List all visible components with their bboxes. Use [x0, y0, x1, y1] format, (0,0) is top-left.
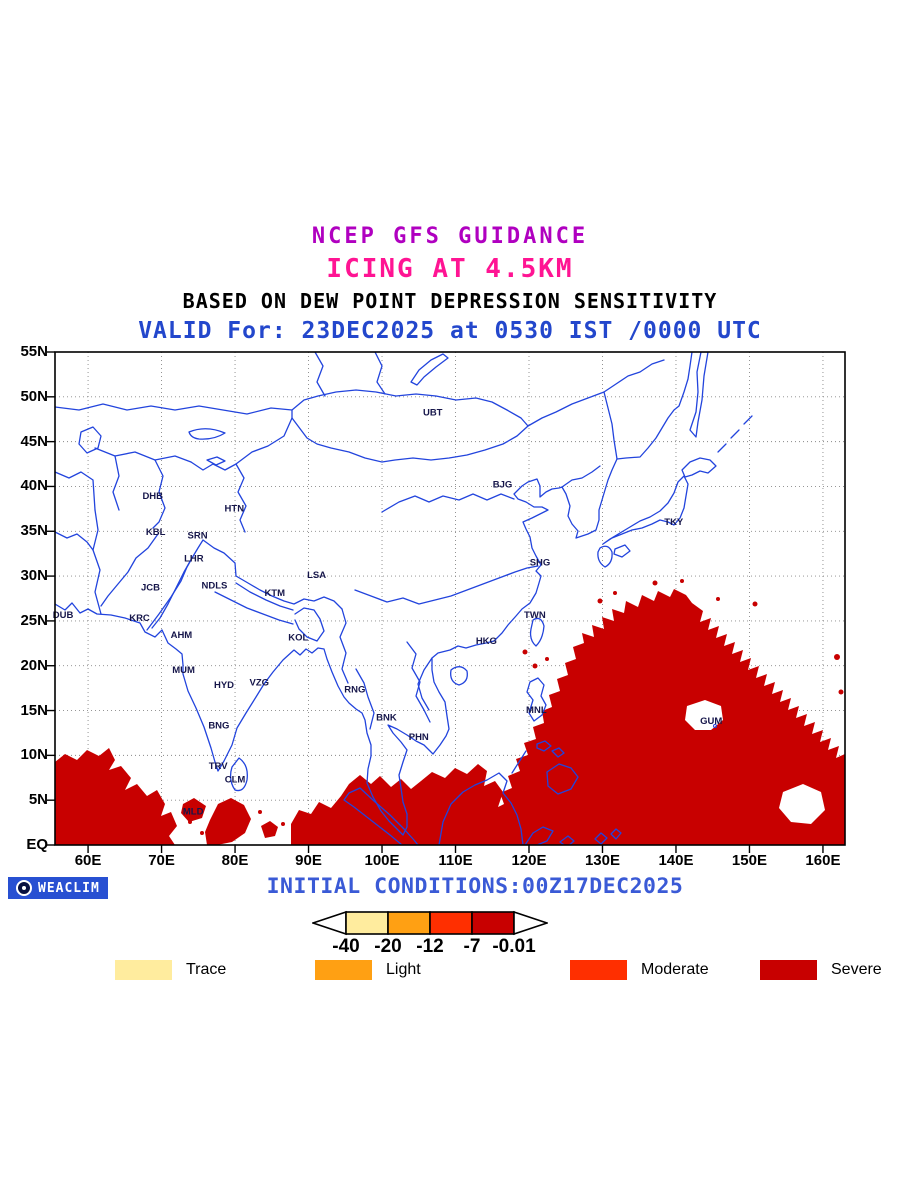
lon-tick-label: 150E [731, 852, 767, 869]
station-label-phn: PHN [409, 732, 429, 743]
lat-tick-label: 35N [20, 522, 48, 540]
colorbar-right-arrow [513, 910, 548, 936]
station-label-gum: GUM [700, 716, 722, 727]
station-label-twn: TWN [524, 610, 546, 621]
legend-item-moderate: Moderate [570, 960, 709, 980]
legend-label: Trace [186, 961, 227, 978]
initial-conditions-text: INITIAL CONDITIONS:00Z17DEC2025 [266, 874, 684, 899]
lat-tick-label: 25N [20, 611, 48, 629]
lat-tick-label: EQ [26, 836, 48, 853]
colorbar-tick-label: -0.01 [492, 936, 536, 957]
legend-label: Severe [831, 961, 882, 978]
colorbar-segment-severe [471, 911, 515, 935]
chart-title-product: ICING AT 4.5KM [326, 254, 574, 284]
station-label-krc: KRC [129, 613, 150, 624]
colorbar-tick-label: -20 [374, 936, 402, 957]
colorbar-labels: -40 -20 -12 -7 -0.01 [312, 936, 548, 958]
colorbar [312, 910, 548, 936]
station-label-kol: KOL [288, 633, 308, 644]
colorbar-tick-label: -40 [332, 936, 360, 957]
station-label-bnk: BNK [376, 712, 397, 723]
severe-icing-layer [55, 579, 845, 845]
lon-tick-label: 100E [364, 852, 400, 869]
lat-tick-label: 40N [20, 477, 48, 495]
lat-tick-label: 15N [20, 701, 48, 719]
colorbar-segment-light [387, 911, 431, 935]
station-label-ubt: UBT [423, 408, 443, 419]
station-label-jcb: JCB [141, 582, 160, 593]
station-label-tky: TKY [664, 517, 684, 528]
station-label-ndls: NDLS [202, 581, 228, 592]
weaclim-logo: WEACLIM [8, 877, 108, 899]
colorbar-segment-trace [345, 911, 389, 935]
colorbar-tick-label: -12 [416, 936, 444, 957]
lon-tick-label: 120E [511, 852, 547, 869]
colorbar-tick-label: -7 [463, 936, 481, 957]
weaclim-logo-text: WEACLIM [38, 880, 100, 896]
station-label-lhr: LHR [184, 554, 204, 565]
station-label-hyd: HYD [214, 680, 234, 691]
station-labels-layer: UBT BJG TKY SHG TWN HKG MNL GUM DHB HTN KBL SRN LHR J… [53, 408, 723, 818]
lon-tick-label: 90E [295, 852, 322, 869]
chart-title-method: BASED ON DEW POINT DEPRESSION SENSITIVIT… [182, 289, 718, 313]
station-label-hkg: HKG [476, 636, 497, 647]
chart-titles: NCEP GFS GUIDANCE ICING AT 4.5KM BASED O… [0, 224, 900, 344]
station-label-mnl: MNL [526, 705, 547, 716]
lat-tick-label: 10N [20, 746, 48, 764]
station-label-rng: RNG [344, 685, 365, 696]
colorbar-segment-moderate [429, 911, 473, 935]
icing-map: UBT BJG TKY SHG TWN HKG MNL GUM DHB HTN KBL SRN LHR J… [47, 351, 846, 853]
map-border [54, 351, 846, 846]
station-label-trv: TRV [209, 761, 228, 772]
weaclim-logo-icon [16, 880, 32, 896]
station-label-dhb: DHB [142, 491, 163, 502]
lat-tick-label: 45N [20, 432, 48, 450]
coastline-layer [55, 352, 753, 845]
chart-title-model: NCEP GFS GUIDANCE [311, 224, 589, 249]
white-gap-layer [685, 700, 825, 824]
lon-tick-label: 80E [221, 852, 249, 869]
lon-tick-label: 60E [74, 852, 102, 869]
station-label-mum: MUM [172, 665, 195, 676]
lon-tick-label: 160E [805, 852, 841, 869]
lat-tick-label: 20N [20, 656, 48, 674]
station-label-mld: MLD [183, 807, 204, 818]
axis-ticks [47, 351, 824, 853]
station-label-dub: DUB [53, 610, 74, 621]
station-label-shg: SHG [530, 557, 551, 568]
lon-tick-label: 110E [438, 852, 473, 869]
station-label-lsa: LSA [307, 570, 326, 581]
colorbar-left-arrow [312, 910, 347, 936]
lat-tick-label: 55N [20, 343, 48, 360]
legend-swatch-severe [760, 960, 817, 980]
station-label-bjg: BJG [493, 479, 513, 490]
legend-swatch-light [315, 960, 372, 980]
station-label-ktm: KTM [264, 588, 285, 599]
legend-swatch-moderate [570, 960, 627, 980]
station-label-htn: HTN [225, 504, 245, 515]
legend-label: Light [386, 961, 421, 978]
station-label-ahm: AHM [171, 630, 193, 641]
legend-item-trace: Trace [115, 960, 226, 980]
lat-tick-label: 5N [28, 791, 48, 809]
lat-tick-label: 30N [20, 567, 48, 585]
lon-tick-label: 130E [584, 852, 620, 869]
legend: Trace Light Moderate Severe [0, 960, 900, 984]
station-label-clm: CLM [225, 774, 246, 785]
chart-valid-time: VALID For: 23DEC2025 at 0530 IST /0000 U… [138, 318, 762, 344]
lat-tick-label: 50N [20, 387, 48, 405]
legend-item-light: Light [315, 960, 421, 980]
station-label-srn: SRN [188, 530, 208, 541]
legend-swatch-trace [115, 960, 172, 980]
station-label-vzg: VZG [250, 677, 270, 688]
legend-item-severe: Severe [760, 960, 882, 980]
lon-tick-label: 70E [148, 852, 175, 869]
station-label-kbl: KBL [146, 527, 166, 538]
lon-tick-label: 140E [658, 852, 694, 869]
legend-label: Moderate [641, 961, 709, 978]
station-label-bng: BNG [208, 720, 229, 731]
